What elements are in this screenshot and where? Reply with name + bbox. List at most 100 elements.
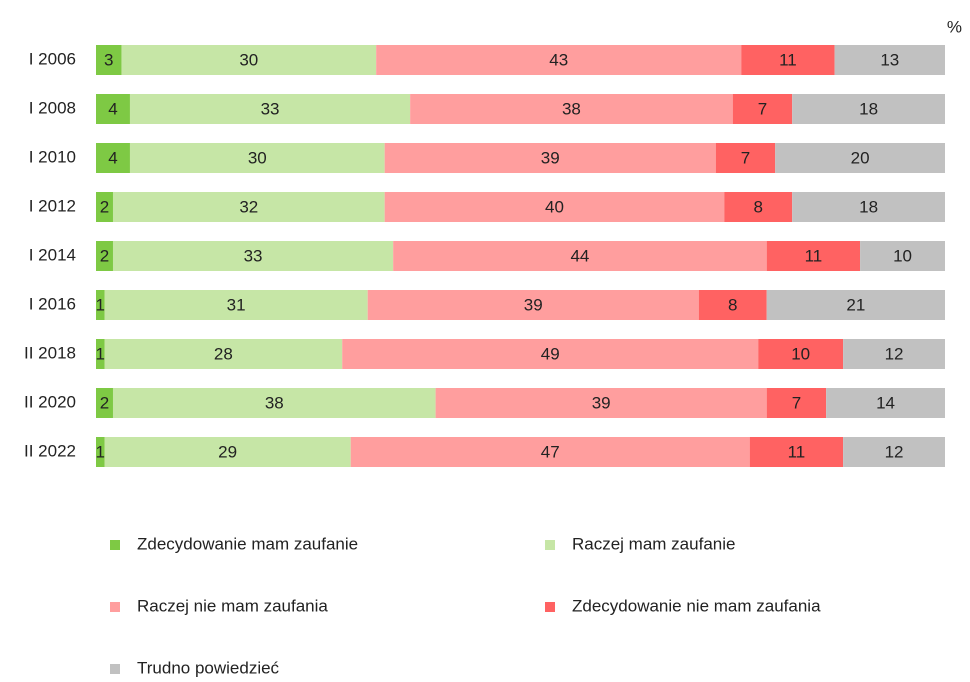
- value-label: 2: [100, 393, 109, 412]
- value-label: 4: [108, 99, 117, 118]
- legend-label: Raczej nie mam zaufania: [137, 596, 328, 615]
- value-label: 38: [265, 393, 284, 412]
- bar-segment: [749, 437, 844, 467]
- value-label: 1: [96, 295, 105, 314]
- bar-segment: [698, 290, 767, 320]
- category-label: I 2012: [29, 196, 76, 215]
- legend-label: Raczej mam zaufanie: [572, 534, 735, 553]
- category-label: II 2018: [24, 343, 76, 362]
- bar-segment: [96, 339, 105, 369]
- value-label: 20: [851, 148, 870, 167]
- category-label: I 2006: [29, 49, 76, 68]
- value-label: 12: [885, 442, 904, 461]
- value-label: 7: [741, 148, 750, 167]
- value-label: 11: [788, 442, 806, 461]
- legend-swatch: [545, 602, 555, 612]
- value-label: 2: [100, 197, 109, 216]
- bar-segment: [843, 437, 945, 467]
- bar-segment: [104, 339, 343, 369]
- value-label: 11: [779, 50, 797, 69]
- value-label: 49: [541, 344, 560, 363]
- bar-segment: [766, 290, 945, 320]
- value-label: 8: [728, 295, 737, 314]
- bar-segment: [775, 143, 945, 173]
- bar-segment: [96, 94, 130, 124]
- value-label: 3: [104, 50, 113, 69]
- bar-segment: [112, 388, 436, 418]
- bar-segment: [96, 143, 130, 173]
- bar-segment: [96, 45, 122, 75]
- value-label: 18: [859, 99, 878, 118]
- category-label: II 2022: [24, 441, 76, 460]
- value-label: 33: [244, 246, 263, 265]
- value-label: 7: [792, 393, 801, 412]
- value-label: 29: [218, 442, 237, 461]
- bar-segment: [104, 290, 368, 320]
- category-label: I 2010: [29, 147, 76, 166]
- bar-segment: [384, 143, 716, 173]
- bar-segment: [732, 94, 793, 124]
- bar-segment: [410, 94, 733, 124]
- bar-segment: [435, 388, 767, 418]
- bar-segment: [792, 94, 945, 124]
- bar-segment: [104, 437, 351, 467]
- legend-swatch: [110, 664, 120, 674]
- bar-segment: [121, 45, 377, 75]
- legend-swatch: [110, 602, 120, 612]
- value-label: 2: [100, 246, 109, 265]
- value-label: 21: [846, 295, 865, 314]
- legend-label: Zdecydowanie nie mam zaufania: [572, 596, 821, 615]
- value-label: 33: [261, 99, 280, 118]
- bar-segment: [96, 290, 105, 320]
- unit-label: %: [947, 17, 962, 36]
- bar-segment: [350, 437, 750, 467]
- value-label: 43: [549, 50, 568, 69]
- value-label: 14: [876, 393, 895, 412]
- value-label: 18: [859, 197, 878, 216]
- value-label: 10: [791, 344, 810, 363]
- category-label: II 2020: [24, 392, 76, 411]
- bar-segment: [129, 94, 411, 124]
- bar-segment: [112, 241, 394, 271]
- bar-segment: [715, 143, 776, 173]
- bar-segment: [384, 192, 725, 222]
- value-label: 1: [96, 442, 105, 461]
- bar-segment: [758, 339, 844, 369]
- value-label: 4: [108, 148, 117, 167]
- value-label: 13: [880, 50, 899, 69]
- bar-segment: [741, 45, 835, 75]
- value-label: 30: [239, 50, 258, 69]
- value-label: 32: [239, 197, 258, 216]
- value-label: 39: [524, 295, 543, 314]
- bar-segment: [96, 437, 105, 467]
- bar-segment: [724, 192, 793, 222]
- bar-segment: [96, 241, 113, 271]
- bar-segment: [129, 143, 385, 173]
- legend-label: Trudno powiedzieć: [137, 658, 280, 677]
- legend-label: Zdecydowanie mam zaufanie: [137, 534, 358, 553]
- value-label: 7: [758, 99, 767, 118]
- category-label: I 2016: [29, 294, 76, 313]
- bar-segment: [766, 241, 861, 271]
- category-label: I 2008: [29, 98, 76, 117]
- bar-segment: [376, 45, 742, 75]
- value-label: 28: [214, 344, 233, 363]
- bar-segment: [834, 45, 945, 75]
- bar-segment: [792, 192, 945, 222]
- bar-segment: [826, 388, 945, 418]
- bar-segment: [342, 339, 759, 369]
- value-label: 8: [753, 197, 762, 216]
- value-label: 1: [96, 344, 105, 363]
- bar-segment: [112, 192, 385, 222]
- category-label: I 2014: [29, 245, 76, 264]
- value-label: 47: [541, 442, 560, 461]
- bar-segment: [766, 388, 827, 418]
- bar-segment: [96, 192, 113, 222]
- legend-swatch: [545, 540, 555, 550]
- bar-segment: [860, 241, 945, 271]
- value-label: 39: [541, 148, 560, 167]
- legend-swatch: [110, 540, 120, 550]
- value-label: 11: [805, 246, 823, 265]
- value-label: 12: [885, 344, 904, 363]
- bar-segment: [393, 241, 767, 271]
